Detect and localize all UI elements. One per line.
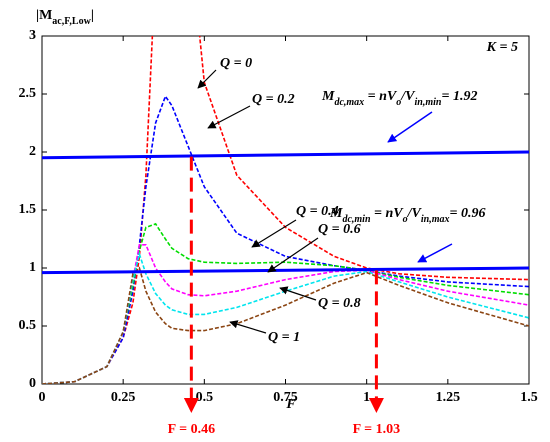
subscript: in,min — [415, 97, 442, 108]
subscript: o — [396, 97, 401, 108]
series-line — [42, 244, 529, 384]
level-label: Mdc,max = nVo/Vin,min= 1.92 — [321, 89, 477, 108]
y-tick-label: 0 — [29, 376, 36, 391]
subscript: in,max — [421, 214, 450, 225]
marker-label: F = 1.03 — [353, 422, 401, 437]
y-tick-label: 3 — [29, 28, 36, 43]
subscript: ac,F,Low — [52, 16, 91, 27]
series-line — [42, 222, 529, 384]
y-tick-label: 1.5 — [19, 202, 37, 217]
series-arrow — [267, 237, 319, 273]
text-part: |M — [36, 8, 52, 23]
corner-label: K = 5 — [486, 40, 518, 55]
x-tick-label: 0.5 — [196, 390, 214, 405]
text-part: = 1.92 — [441, 89, 477, 104]
y-tick-label: 2 — [29, 144, 36, 159]
text-part: = 0.96 — [449, 206, 485, 221]
text-part: = nV — [371, 206, 405, 221]
x-tick-label: 1 — [363, 390, 370, 405]
x-tick-label: 0.25 — [111, 390, 136, 405]
series-label: Q = 0 — [220, 56, 252, 71]
level-arrow — [417, 243, 453, 263]
series-arrow — [207, 105, 251, 129]
series-label: Q = 1 — [268, 330, 300, 345]
subscript: dc,max — [334, 97, 364, 108]
text-part: M — [329, 206, 343, 221]
series-arrow — [197, 69, 217, 89]
series-label: Q = 0.8 — [318, 296, 361, 311]
x-tick-label: 0.75 — [273, 390, 298, 405]
level-arrow — [387, 111, 433, 143]
x-axis-label: F — [285, 397, 296, 412]
level-line — [42, 266, 529, 275]
series-line — [42, 36, 529, 384]
text-part: = nV — [364, 89, 398, 104]
series-label: Q = 0.4 — [296, 204, 339, 219]
y-axis-label: |Mac,F,Low| — [36, 8, 94, 27]
series-label: Q = 0.6 — [318, 222, 361, 237]
subscript: dc,min — [342, 214, 370, 225]
text-part: /V — [400, 89, 416, 104]
series-arrow — [251, 219, 297, 248]
y-tick-label: 0.5 — [19, 318, 37, 333]
series-line — [42, 266, 529, 384]
x-tick-label: 1.25 — [436, 390, 461, 405]
text-part: /V — [407, 206, 423, 221]
x-tick-label: 0 — [39, 390, 46, 405]
level-label: Mdc,min = nVo/Vin,max= 0.96 — [329, 206, 485, 225]
x-tick-label: 1.5 — [520, 390, 538, 405]
series-label: Q = 0.2 — [252, 92, 295, 107]
text-part: M — [321, 89, 335, 104]
plot-area — [42, 36, 529, 384]
series-arrow — [229, 320, 267, 334]
subscript: o — [403, 214, 408, 225]
level-line — [42, 150, 529, 160]
text-part: | — [91, 8, 94, 23]
y-tick-label: 1 — [29, 260, 36, 275]
y-tick-label: 2.5 — [19, 86, 37, 101]
marker-label: F = 0.46 — [168, 422, 216, 437]
series-arrow — [279, 286, 317, 301]
series-line — [42, 251, 529, 384]
